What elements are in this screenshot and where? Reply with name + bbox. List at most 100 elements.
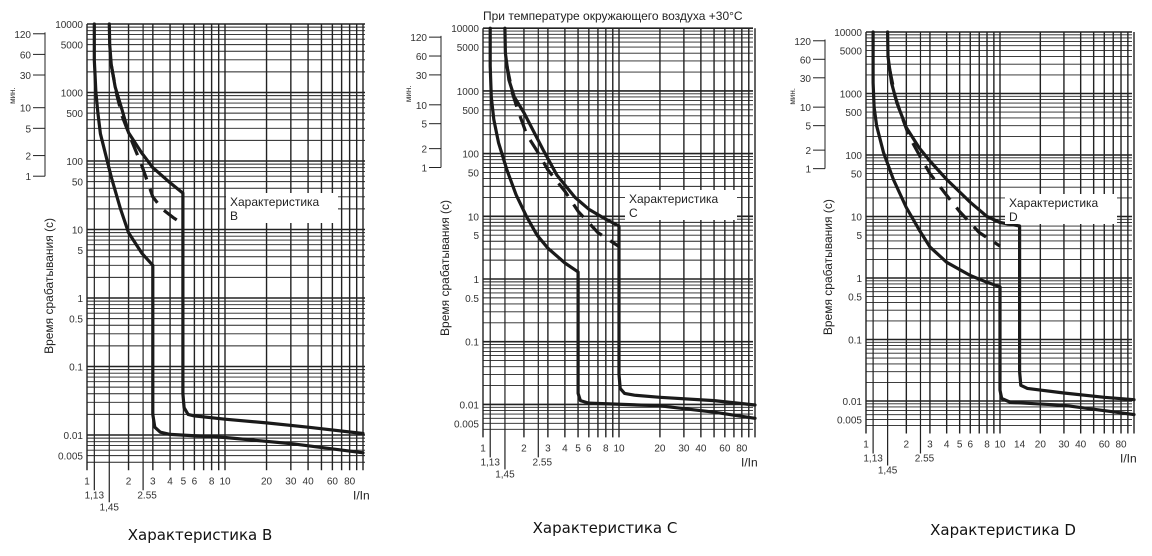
minutes-tick-label: 60 — [20, 50, 32, 61]
x-tick-label: 30 — [678, 443, 690, 454]
x-tick-label: 10 — [613, 443, 625, 454]
characteristic-label-box — [226, 193, 338, 223]
x-tick-label: 10 — [994, 439, 1006, 450]
y-axis-label: Время срабатывания (с) — [438, 200, 452, 336]
y-tick-label: 0.005 — [454, 419, 479, 430]
characteristic-label-line2: B — [230, 209, 238, 223]
characteristic-label-line1: Характеристика — [230, 195, 320, 209]
x-tick-special-label: 1,13 — [85, 490, 105, 501]
minutes-tick-label: 60 — [416, 52, 428, 63]
y-axis-label: Время срабатывания (с) — [42, 218, 56, 354]
y-tick-label: 10000 — [834, 28, 862, 39]
y-tick-label: 10000 — [55, 20, 83, 31]
characteristic-label-line2: D — [1009, 210, 1018, 224]
minutes-tick-label: 1 — [805, 165, 811, 176]
y-tick-label: 5 — [77, 246, 83, 257]
y-tick-label: 0.1 — [69, 363, 83, 374]
x-axis-label: I/In — [353, 488, 370, 502]
y-tick-label: 1000 — [840, 90, 863, 101]
x-axis-label: I/In — [741, 455, 758, 469]
chart-panel-0: 10000 5000 1000 500 100 50 10 5 1 0.5 0.1 0.01 0.005… — [8, 20, 370, 544]
x-tick-label: 1 — [480, 443, 486, 454]
x-tick-label: 80 — [1115, 439, 1127, 450]
y-tick-label: 100 — [66, 157, 83, 168]
y-axis-label: Время срабатывания (с) — [821, 199, 835, 335]
characteristic-label-line2: C — [629, 206, 638, 220]
x-tick-label: 5 — [181, 476, 187, 487]
y-tick-label: 10 — [851, 213, 863, 224]
x-tick-label: 30 — [1058, 439, 1070, 450]
x-tick-label: 8 — [984, 439, 990, 450]
y-tick-label: 0.01 — [64, 431, 84, 442]
curve-lower — [92, 22, 365, 455]
x-tick-label: 8 — [603, 443, 609, 454]
minutes-tick-label: 10 — [800, 103, 812, 114]
x-tick-label: 2 — [521, 443, 527, 454]
x-tick-label: 5 — [957, 439, 963, 450]
x-tick-label: 4 — [562, 443, 568, 454]
x-tick-label: 80 — [736, 443, 748, 454]
x-tick-label: 6 — [192, 476, 198, 487]
chart-caption: Характеристика C — [533, 519, 678, 537]
y-tick-label: 50 — [851, 170, 863, 181]
y-tick-label: 0.005 — [837, 416, 862, 427]
y-tick-label: 0.5 — [465, 294, 479, 305]
y-tick-label: 50 — [468, 168, 480, 179]
y-tick-label: 10000 — [451, 24, 479, 35]
curve-lower — [488, 26, 757, 420]
minutes-tick-label: 2 — [25, 152, 31, 163]
x-tick-label: 80 — [344, 476, 356, 487]
y-tick-label: 1 — [856, 274, 862, 285]
minutes-tick-label: 30 — [416, 71, 428, 82]
x-tick-label: 20 — [261, 476, 273, 487]
x-tick-label: 2 — [126, 476, 132, 487]
x-tick-label: 14 — [1014, 439, 1026, 450]
chart-caption: Характеристика D — [930, 521, 1076, 539]
minutes-tick-label: 1 — [25, 172, 31, 183]
x-tick-special-label: 2.55 — [915, 453, 935, 464]
characteristic-label-box — [1005, 194, 1117, 224]
chart-panel-2: 10000 5000 1000 500 100 50 10 5 1 0.5 0.1 0.01 0.005… — [788, 28, 1137, 539]
x-tick-label: 40 — [1075, 439, 1087, 450]
x-tick-label: 3 — [150, 476, 156, 487]
y-tick-label: 5000 — [457, 43, 480, 54]
characteristic-label-line1: Характеристика — [1009, 196, 1099, 210]
curve-dashed — [505, 65, 620, 248]
y-tick-label: 10 — [468, 212, 480, 223]
curve-dashed — [888, 68, 1001, 248]
x-tick-label: 20 — [654, 443, 666, 454]
minutes-tick-label: 5 — [805, 122, 811, 133]
y-tick-label: 500 — [845, 108, 862, 119]
y-tick-label: 5000 — [840, 47, 863, 58]
y-tick-label: 1 — [77, 294, 83, 305]
y-tick-label: 0.5 — [848, 293, 862, 304]
x-tick-label: 3 — [545, 443, 551, 454]
y-tick-label: 500 — [66, 109, 83, 120]
x-tick-special-label: 1,45 — [495, 469, 515, 480]
x-tick-label: 8 — [209, 476, 215, 487]
y-tick-label: 0.01 — [843, 397, 863, 408]
minutes-tick-label: 60 — [800, 55, 812, 66]
x-tick-special-label: 1,45 — [100, 502, 120, 513]
x-tick-label: 20 — [1035, 439, 1047, 450]
x-tick-special-label: 1,13 — [863, 453, 883, 464]
y-tick-label: 100 — [845, 151, 862, 162]
y-tick-label: 0.005 — [58, 452, 83, 463]
x-tick-label: 40 — [303, 476, 315, 487]
x-tick-special-label: 1,13 — [480, 457, 500, 468]
x-tick-label: 40 — [695, 443, 707, 454]
y-tick-label: 10 — [72, 226, 84, 237]
minutes-tick-label: 120 — [794, 37, 811, 48]
x-tick-label: 6 — [967, 439, 973, 450]
minutes-tick-label: 30 — [800, 74, 812, 85]
x-tick-label: 60 — [1099, 439, 1111, 450]
characteristic-label-line1: Характеристика — [629, 192, 719, 206]
x-tick-label: 4 — [167, 476, 173, 487]
x-tick-label: 3 — [927, 439, 933, 450]
x-tick-label: 1 — [863, 439, 869, 450]
curve-lower — [871, 30, 1136, 417]
y-tick-label: 500 — [462, 106, 479, 117]
x-tick-special-label: 1,45 — [878, 465, 898, 476]
y-tick-label: 1 — [473, 275, 479, 286]
